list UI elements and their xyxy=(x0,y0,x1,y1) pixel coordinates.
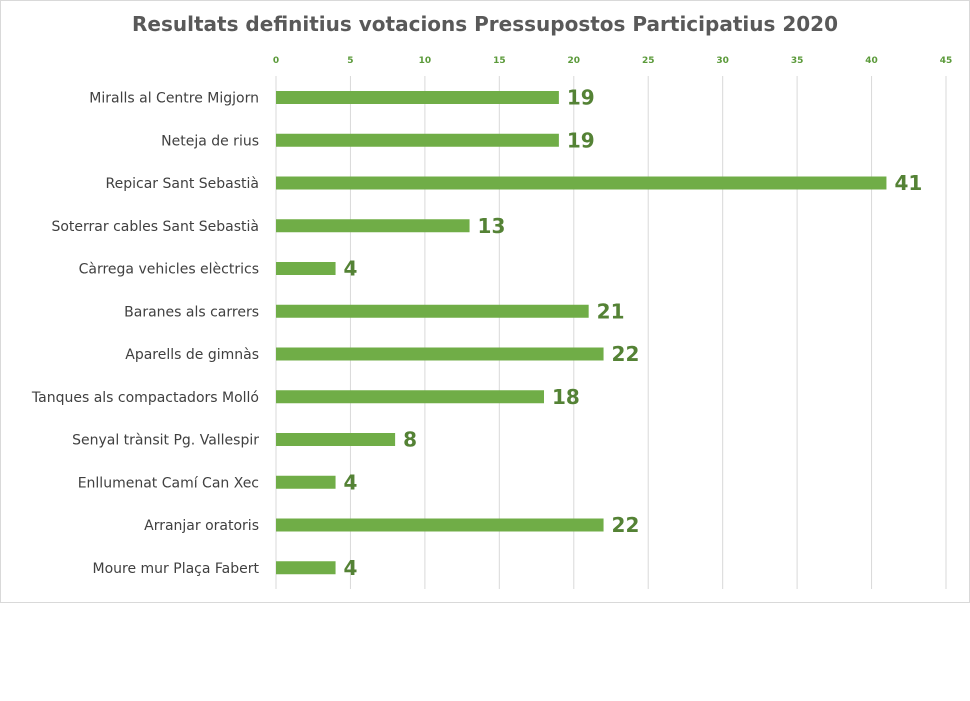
data-label: 22 xyxy=(612,342,640,366)
bar xyxy=(276,475,336,489)
x-tick-label: 45 xyxy=(940,56,953,66)
category-label: Aparells de gimnàs xyxy=(125,347,259,363)
x-tick-label: 10 xyxy=(419,56,432,66)
data-label: 4 xyxy=(344,257,358,281)
category-label: Repicar Sant Sebastià xyxy=(106,176,259,192)
bar xyxy=(276,518,604,532)
category-label: Neteja de rius xyxy=(161,133,259,149)
data-label: 19 xyxy=(567,128,595,152)
bar xyxy=(276,262,336,275)
bar xyxy=(276,347,604,361)
data-label: 13 xyxy=(478,214,506,238)
category-label: Enllumenat Camí Can Xec xyxy=(78,475,259,491)
category-label: Soterrar cables Sant Sebastià xyxy=(51,219,259,235)
x-tick-label: 30 xyxy=(716,56,729,66)
category-label: Baranes als carrers xyxy=(124,304,259,320)
category-label: Càrrega vehicles elèctrics xyxy=(79,262,259,278)
bar xyxy=(276,91,559,104)
x-tick-label: 15 xyxy=(493,56,506,66)
data-label: 4 xyxy=(344,470,358,494)
category-label: Senyal trànsit Pg. Vallespir xyxy=(72,433,259,449)
data-label: 8 xyxy=(403,428,417,452)
x-tick-label: 25 xyxy=(642,56,655,66)
data-label: 4 xyxy=(344,556,358,580)
data-label: 21 xyxy=(597,299,625,323)
bar xyxy=(276,433,396,446)
data-label: 22 xyxy=(612,513,640,537)
category-label: Arranjar oratoris xyxy=(144,518,259,534)
bar xyxy=(276,176,887,190)
chart-title: Resultats definitius votacions Pressupos… xyxy=(131,12,839,36)
data-label: 19 xyxy=(567,86,595,110)
x-tick-label: 35 xyxy=(791,56,804,66)
x-tick-label: 0 xyxy=(273,56,279,66)
category-label: Miralls al Centre Migjorn xyxy=(89,91,259,107)
bar xyxy=(276,390,544,404)
bar xyxy=(276,561,336,575)
data-label: 41 xyxy=(894,171,922,195)
x-tick-label: 40 xyxy=(865,56,878,66)
category-label: Moure mur Plaça Fabert xyxy=(93,561,260,577)
data-label: 18 xyxy=(552,385,580,409)
bar xyxy=(276,304,589,318)
x-tick-label: 5 xyxy=(347,56,353,66)
x-tick-label: 20 xyxy=(568,56,581,66)
bar xyxy=(276,133,559,147)
category-label: Tanques als compactadors Molló xyxy=(31,390,259,406)
bar xyxy=(276,219,470,233)
